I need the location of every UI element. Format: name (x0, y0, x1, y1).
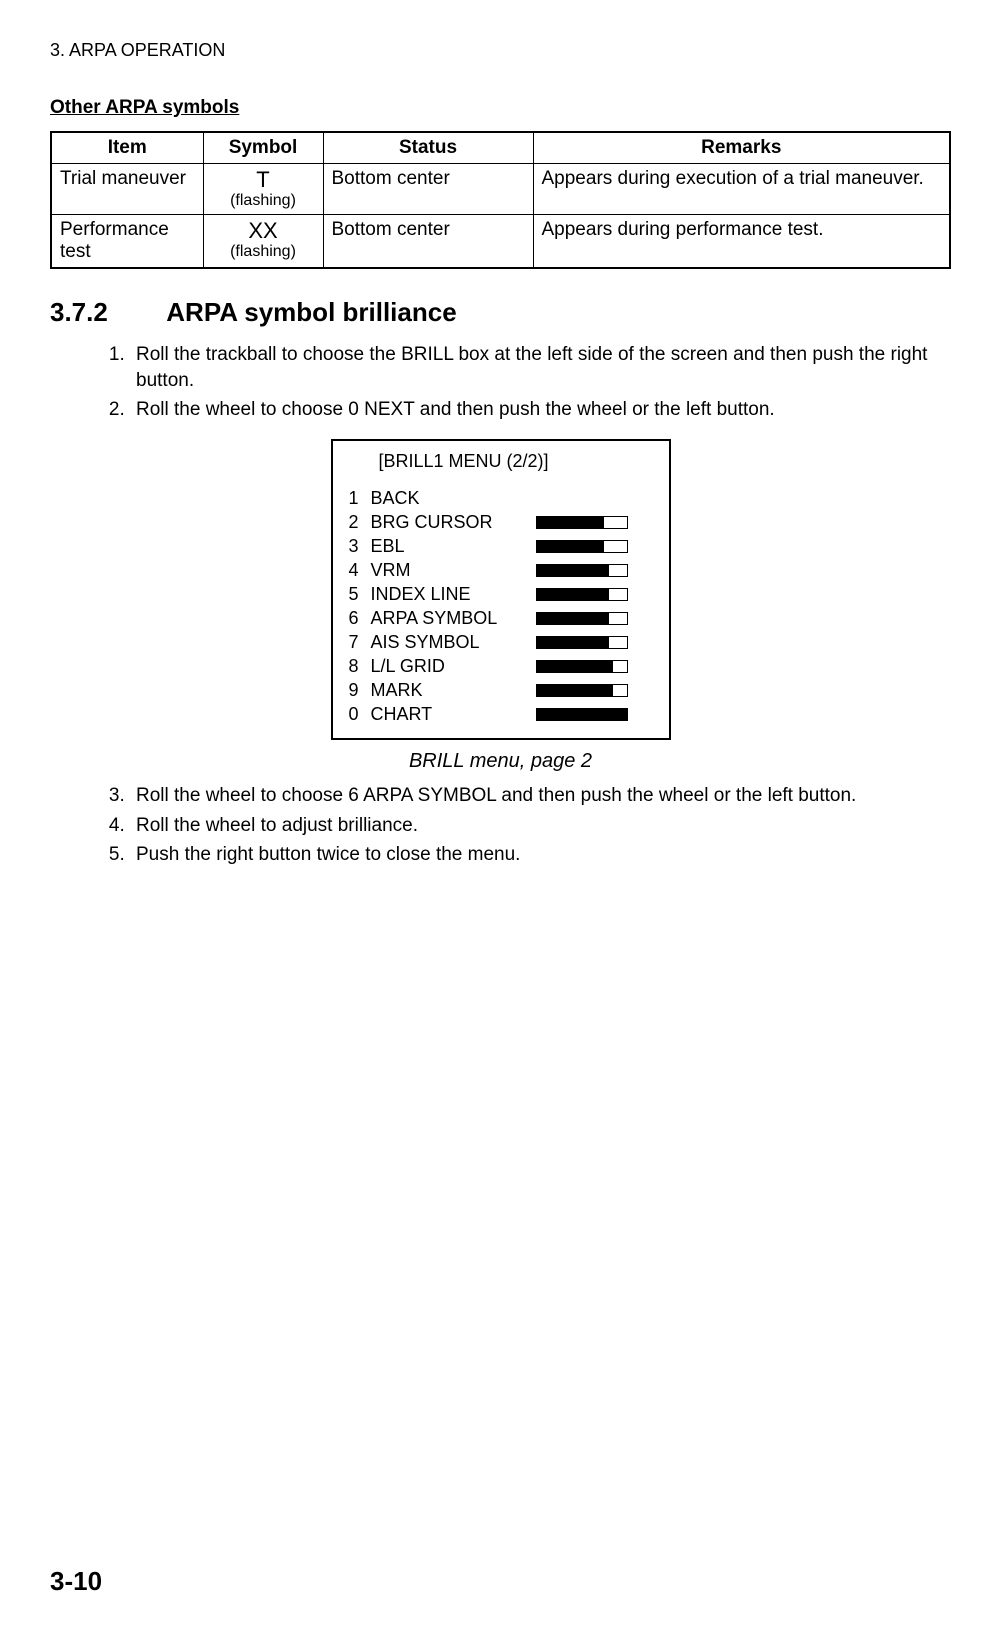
menu-item-label: MARK (371, 680, 536, 701)
menu-item: 6ARPA SYMBOL (349, 606, 653, 630)
section-heading: 3.7.2 ARPA symbol brilliance (50, 297, 951, 328)
menu-item-number: 6 (349, 608, 371, 629)
menu-item: 1BACK (349, 486, 653, 510)
table-row: Trial maneuverT(flashing)Bottom centerAp… (51, 164, 950, 215)
menu-item-label: INDEX LINE (371, 584, 536, 605)
menu-item: 3EBL (349, 534, 653, 558)
th-symbol: Symbol (203, 132, 323, 164)
menu-item-label: VRM (371, 560, 536, 581)
menu-item-label: L/L GRID (371, 656, 536, 677)
menu-item-label: AIS SYMBOL (371, 632, 536, 653)
menu-item: 4VRM (349, 558, 653, 582)
step-item: Roll the wheel to choose 6 ARPA SYMBOL a… (130, 783, 951, 809)
cell-status: Bottom center (323, 164, 533, 215)
step-item: Push the right button twice to close the… (130, 842, 951, 868)
symbols-table: Item Symbol Status Remarks Trial maneuve… (50, 131, 951, 269)
cell-remarks: Appears during execution of a trial mane… (533, 164, 950, 215)
th-remarks: Remarks (533, 132, 950, 164)
menu-item-number: 3 (349, 536, 371, 557)
table-row: Performance testXX(flashing)Bottom cente… (51, 215, 950, 269)
menu-item: 8L/L GRID (349, 654, 653, 678)
cell-status: Bottom center (323, 215, 533, 269)
step-item: Roll the wheel to choose 0 NEXT and then… (130, 397, 951, 423)
steps-list-b: Roll the wheel to choose 6 ARPA SYMBOL a… (130, 783, 951, 868)
brill-bar (536, 708, 628, 721)
menu-item: 2BRG CURSOR (349, 510, 653, 534)
brill-bar (536, 564, 628, 577)
menu-item-label: BACK (371, 488, 536, 509)
menu-item: 7AIS SYMBOL (349, 630, 653, 654)
steps-list-a: Roll the trackball to choose the BRILL b… (130, 342, 951, 423)
brill-bar (536, 636, 628, 649)
menu-item-number: 4 (349, 560, 371, 581)
subsection-title: Other ARPA symbols (50, 97, 951, 119)
brill-bar (536, 540, 628, 553)
menu-title: [BRILL1 MENU (2/2)] (349, 451, 653, 472)
step-item: Roll the wheel to adjust brilliance. (130, 813, 951, 839)
menu-item-number: 9 (349, 680, 371, 701)
menu-item-label: CHART (371, 704, 536, 725)
cell-item: Performance test (51, 215, 203, 269)
brill-bar (536, 588, 628, 601)
brill-bar (536, 612, 628, 625)
menu-item-number: 1 (349, 488, 371, 509)
brill-bar (536, 516, 628, 529)
cell-symbol: T(flashing) (203, 164, 323, 215)
menu-item: 0CHART (349, 702, 653, 726)
section-title: ARPA symbol brilliance (166, 297, 456, 327)
th-item: Item (51, 132, 203, 164)
menu-item-number: 5 (349, 584, 371, 605)
menu-item-number: 8 (349, 656, 371, 677)
menu-item: 9MARK (349, 678, 653, 702)
menu-item-label: ARPA SYMBOL (371, 608, 536, 629)
menu-item-number: 0 (349, 704, 371, 725)
menu-item: 5INDEX LINE (349, 582, 653, 606)
menu-item-number: 7 (349, 632, 371, 653)
menu-item-number: 2 (349, 512, 371, 533)
brill-menu-box: [BRILL1 MENU (2/2)] 1BACK2BRG CURSOR3EBL… (331, 439, 671, 740)
cell-remarks: Appears during performance test. (533, 215, 950, 269)
section-number: 3.7.2 (50, 297, 160, 328)
menu-item-label: BRG CURSOR (371, 512, 536, 533)
brill-bar (536, 684, 628, 697)
chapter-header: 3. ARPA OPERATION (50, 40, 951, 61)
cell-item: Trial maneuver (51, 164, 203, 215)
brill-bar (536, 660, 628, 673)
th-status: Status (323, 132, 533, 164)
cell-symbol: XX(flashing) (203, 215, 323, 269)
page-number: 3-10 (50, 1566, 102, 1597)
menu-caption: BRILL menu, page 2 (50, 750, 951, 773)
menu-item-label: EBL (371, 536, 536, 557)
step-item: Roll the trackball to choose the BRILL b… (130, 342, 951, 393)
